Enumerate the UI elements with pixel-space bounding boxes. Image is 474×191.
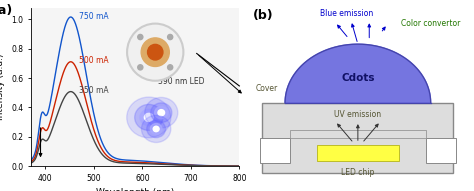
Text: 390 nm LED: 390 nm LED	[158, 77, 204, 86]
Y-axis label: Intensity (a.u.): Intensity (a.u.)	[0, 54, 6, 120]
Text: 500 mA: 500 mA	[79, 56, 109, 66]
Text: LED chip: LED chip	[341, 168, 374, 177]
Text: (b): (b)	[253, 9, 274, 22]
Bar	[290, 130, 426, 138]
Text: 750 mA: 750 mA	[79, 12, 109, 21]
Circle shape	[138, 65, 143, 70]
Circle shape	[155, 107, 168, 119]
Text: Color convertor: Color convertor	[401, 19, 460, 28]
Text: 350 mA: 350 mA	[79, 86, 109, 95]
Circle shape	[127, 24, 183, 81]
Text: Cdots: Cdots	[341, 73, 374, 83]
X-axis label: Wavelength (nm): Wavelength (nm)	[96, 188, 174, 191]
Text: Blue emission: Blue emission	[320, 10, 373, 19]
Circle shape	[168, 34, 173, 40]
Circle shape	[168, 65, 173, 70]
Bar	[262, 103, 454, 172]
Circle shape	[145, 97, 178, 128]
Bar	[317, 145, 399, 161]
Circle shape	[145, 113, 153, 121]
Circle shape	[138, 34, 143, 40]
Circle shape	[141, 38, 169, 66]
Circle shape	[140, 109, 157, 125]
Circle shape	[141, 115, 171, 142]
Bar	[260, 138, 290, 163]
Bar	[426, 138, 456, 163]
Circle shape	[147, 44, 163, 60]
Circle shape	[135, 104, 163, 130]
Circle shape	[127, 97, 171, 138]
Circle shape	[153, 126, 159, 132]
Polygon shape	[285, 44, 431, 103]
Circle shape	[147, 120, 165, 138]
Circle shape	[151, 103, 172, 122]
Circle shape	[158, 110, 164, 116]
Text: Cover: Cover	[256, 84, 278, 93]
Text: UV emission: UV emission	[334, 110, 382, 119]
Circle shape	[150, 124, 162, 134]
Text: (a): (a)	[0, 4, 14, 17]
